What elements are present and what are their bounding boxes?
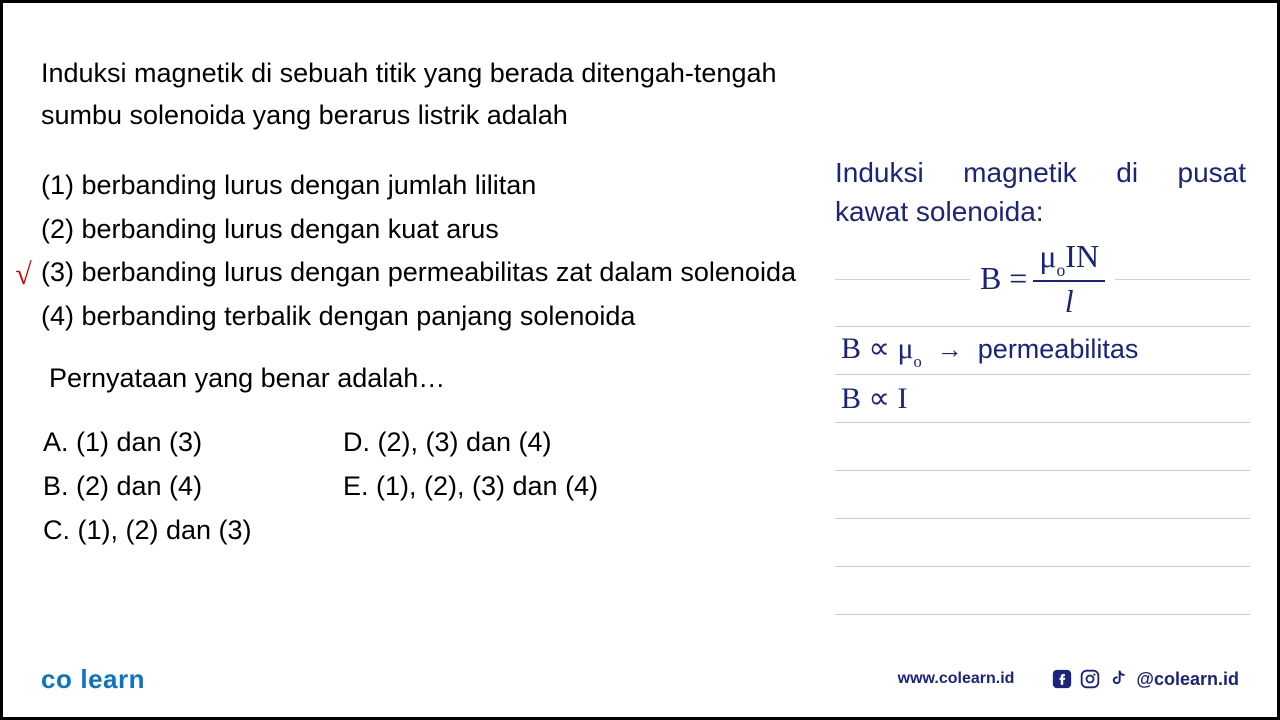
rel1-sub: o	[914, 352, 922, 371]
statement-1: (1) berbanding lurus dengan jumlah lilit…	[41, 165, 821, 207]
rel1-left: B ∝ μ	[841, 332, 914, 365]
statement-3: (3) berbanding lurus dengan permeabilita…	[41, 257, 796, 287]
tiktok-icon	[1108, 669, 1128, 689]
blank-line-1	[835, 423, 1250, 471]
rel2-text: B ∝ I	[835, 381, 907, 416]
blank-line-4	[835, 567, 1250, 615]
relation-2: B ∝ I	[835, 375, 1250, 423]
arrow-icon: →	[937, 334, 963, 364]
rel1-right: permeabilitas	[978, 334, 1139, 364]
blank-line-2	[835, 471, 1250, 519]
brand-learn: learn	[80, 664, 145, 694]
formula-fraction: μoIN l	[1033, 239, 1105, 319]
blank-line-3	[835, 519, 1250, 567]
statement-2: (2) berbanding lurus dengan kuat arus	[41, 209, 821, 251]
note-heading-line2: kawat solenoida:	[835, 192, 1246, 231]
note-heading-line1: Induksi magnetik di pusat	[835, 153, 1246, 192]
check-icon: √	[15, 252, 31, 299]
footer: colearn www.colearn.id @colearn.id	[3, 659, 1277, 699]
prompt-text: Pernyataan yang benar adalah…	[49, 358, 821, 400]
handwritten-notes: Induksi magnetik di pusat kawat solenoid…	[835, 153, 1250, 615]
statement-4: (4) berbanding terbalik dengan panjang s…	[41, 296, 821, 338]
answer-b: B. (2) dan (4)	[43, 466, 343, 508]
relation-1: B ∝ μo → permeabilitas	[835, 327, 1250, 375]
footer-url: www.colearn.id	[898, 670, 1015, 688]
answer-c: C. (1), (2) dan (3)	[43, 510, 343, 552]
question-text: Induksi magnetik di sebuah titik yang be…	[41, 53, 821, 137]
formula-mu-sub: o	[1056, 260, 1065, 280]
answer-a: A. (1) dan (3)	[43, 422, 343, 464]
instagram-icon	[1080, 669, 1100, 689]
formula-row: B = μoIN l	[835, 231, 1250, 327]
brand-logo: colearn	[41, 664, 145, 695]
question-area: Induksi magnetik di sebuah titik yang be…	[41, 53, 821, 553]
answer-col-left: A. (1) dan (3) B. (2) dan (4) C. (1), (2…	[43, 422, 343, 554]
answer-options: A. (1) dan (3) B. (2) dan (4) C. (1), (2…	[43, 422, 821, 554]
formula-IN: IN	[1065, 238, 1099, 274]
formula-mu: μ	[1039, 238, 1056, 274]
slide-frame: { "question": { "text": "Induksi magneti…	[0, 0, 1280, 720]
statements-list: (1) berbanding lurus dengan jumlah lilit…	[41, 165, 821, 338]
answer-d: D. (2), (3) dan (4)	[343, 422, 598, 464]
formula-denominator: l	[1033, 282, 1105, 319]
statement-3-wrap: √ (3) berbanding lurus dengan permeabili…	[41, 252, 821, 294]
social-icons: @colearn.id	[1052, 669, 1239, 690]
social-handle: @colearn.id	[1136, 669, 1239, 690]
note-heading: Induksi magnetik di pusat kawat solenoid…	[835, 153, 1250, 231]
answer-e: E. (1), (2), (3) dan (4)	[343, 466, 598, 508]
brand-co: co	[41, 664, 72, 694]
formula-lhs: B =	[980, 260, 1027, 297]
answer-col-right: D. (2), (3) dan (4) E. (1), (2), (3) dan…	[343, 422, 598, 554]
facebook-icon	[1052, 669, 1072, 689]
